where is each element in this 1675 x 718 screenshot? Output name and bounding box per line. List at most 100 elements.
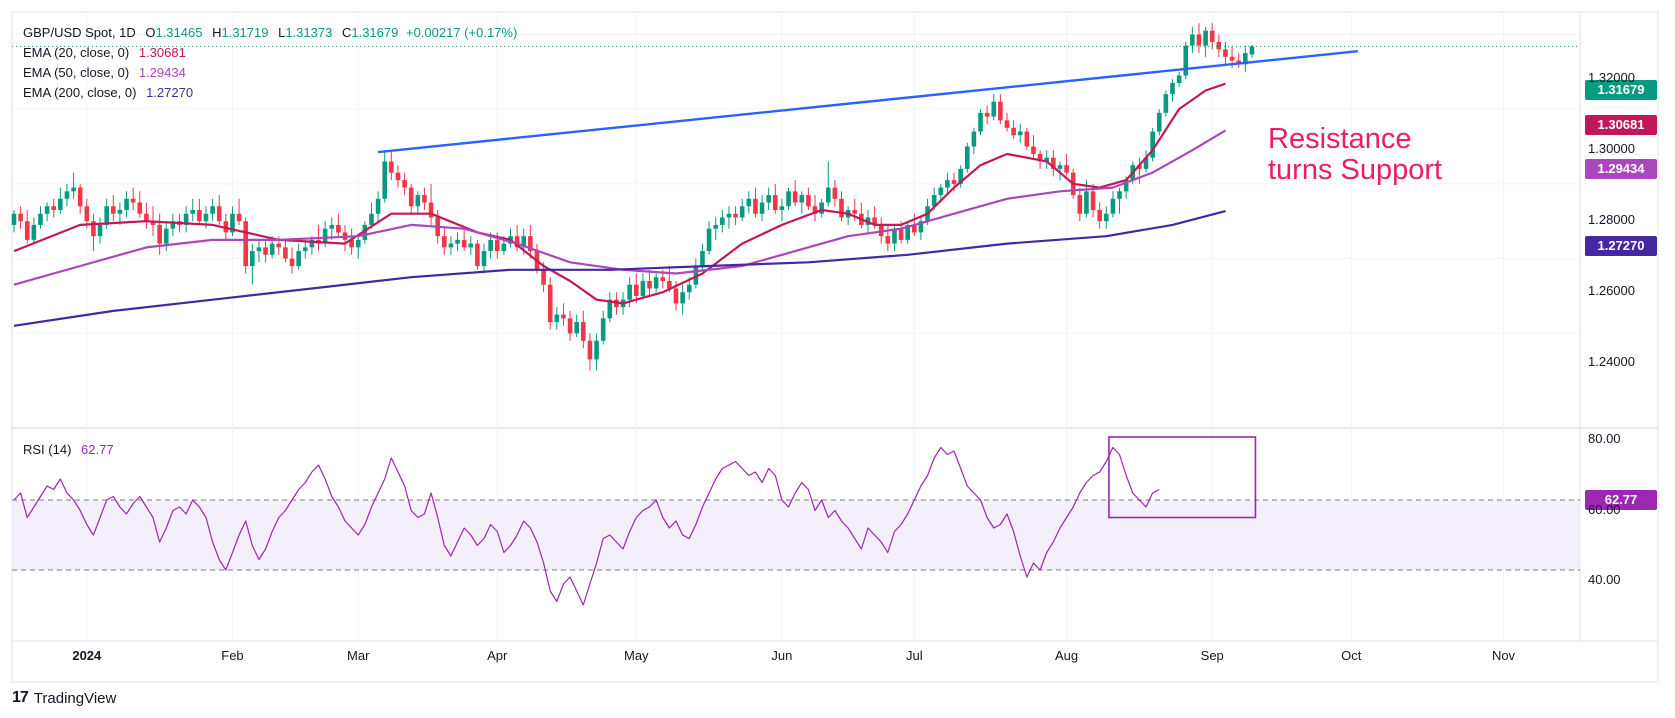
candle-body xyxy=(210,206,215,214)
candle-body xyxy=(713,224,719,229)
candle-body xyxy=(819,202,824,214)
candle-body xyxy=(1216,41,1222,50)
candle-body xyxy=(693,266,699,285)
x-label-aug: Aug xyxy=(1055,648,1079,663)
candle-body xyxy=(283,247,288,259)
candle-body xyxy=(945,180,950,188)
candle-body xyxy=(567,318,573,334)
candle-body xyxy=(183,213,189,225)
price-tick-label: 1.30000 xyxy=(1588,141,1635,156)
candle-body xyxy=(938,187,944,196)
ema20-legend[interactable]: EMA (20, close, 0) 1.30681 xyxy=(23,45,186,61)
candle-body xyxy=(1024,131,1030,147)
candle-body xyxy=(302,247,308,252)
x-label-feb: Feb xyxy=(221,648,244,663)
candle-body xyxy=(647,280,652,289)
candle-body xyxy=(1097,210,1102,222)
candle-body xyxy=(773,195,778,210)
ema200-legend[interactable]: EMA (200, close, 0) 1.27270 xyxy=(23,85,193,101)
candle-body xyxy=(501,243,507,252)
rsi-price-tag: 62.77 xyxy=(1585,490,1657,510)
candle-body xyxy=(912,224,917,233)
ema200-price-tag: 1.27270 xyxy=(1585,236,1657,256)
candle-body xyxy=(481,251,487,267)
candle-body xyxy=(581,322,586,341)
candle-body xyxy=(1017,131,1023,136)
ema50-label: EMA (50, close, 0) xyxy=(23,65,130,80)
price-tick-label: 1.32000 xyxy=(1588,70,1635,85)
x-label-jun: Jun xyxy=(771,648,793,663)
x-label-may: May xyxy=(623,648,649,663)
candle-body xyxy=(382,161,388,199)
candle-body xyxy=(1249,46,1255,55)
rsi-value: 62.77 xyxy=(81,442,114,457)
ema200-value: 1.27270 xyxy=(146,85,194,100)
candle-body xyxy=(1084,191,1089,214)
candle-body xyxy=(197,210,202,222)
candle-body xyxy=(991,101,997,117)
rsi-legend[interactable]: RSI (14) 62.77 xyxy=(23,442,114,458)
candle-body xyxy=(111,206,116,214)
candle-body xyxy=(355,239,361,248)
candle-body xyxy=(389,161,394,173)
ema20-value: 1.30681 xyxy=(138,45,186,60)
ema50-legend[interactable]: EMA (50, close, 0) 1.29434 xyxy=(23,65,186,81)
candle-body xyxy=(322,228,328,244)
candle-body xyxy=(1051,157,1056,169)
candle-body xyxy=(1064,165,1069,173)
rsi-polyline xyxy=(13,446,1160,606)
candle-body xyxy=(289,258,295,267)
candle-body xyxy=(759,202,765,214)
symbol-legend: GBP/USD Spot, 1D O1.31465 H1.31719 L1.31… xyxy=(23,25,517,41)
x-label-apr: Apr xyxy=(487,648,508,663)
candle-body xyxy=(746,198,752,207)
candle-body xyxy=(1004,120,1010,128)
candle-body xyxy=(276,243,282,248)
resistance-support-annotation: Resistance turns Support xyxy=(1268,124,1442,186)
candle-body xyxy=(150,221,156,225)
candle-body xyxy=(130,198,136,203)
ema50-value: 1.29434 xyxy=(138,65,186,80)
candle-body xyxy=(753,198,758,214)
candle-body xyxy=(574,322,579,334)
candles xyxy=(11,23,1580,371)
candle-body xyxy=(653,277,659,289)
x-label-sep: Sep xyxy=(1200,648,1224,663)
candle-body xyxy=(852,210,858,214)
x-label-oct: Oct xyxy=(1341,648,1362,663)
tradingview-brand[interactable]: 17 TradingView xyxy=(12,689,116,707)
candle-body xyxy=(779,206,785,210)
candle-body xyxy=(336,224,341,233)
tradingview-logo-icon: 17 xyxy=(12,689,29,706)
annotation-line-1: Resistance xyxy=(1268,123,1412,155)
candle-body xyxy=(825,187,831,203)
candle-body xyxy=(554,314,560,323)
candle-body xyxy=(1031,146,1036,154)
candle-body xyxy=(1163,94,1169,113)
candle-body xyxy=(442,236,447,248)
tradingview-name: TradingView xyxy=(33,689,117,707)
candle-body xyxy=(706,228,712,252)
candle-body xyxy=(64,191,70,199)
price-tick-label: 1.24000 xyxy=(1588,354,1635,369)
candle-body xyxy=(587,340,593,360)
candle-body xyxy=(1044,157,1050,162)
candle-body xyxy=(157,224,162,244)
price-tick-label: 1.28000 xyxy=(1588,212,1635,227)
ema200-label: EMA (200, close, 0) xyxy=(23,85,137,100)
trendline xyxy=(377,50,1358,154)
candle-body xyxy=(51,206,57,210)
candle-body xyxy=(547,284,553,323)
x-label-jul: Jul xyxy=(906,648,923,663)
candle-body xyxy=(1057,165,1063,169)
candle-body xyxy=(872,217,877,225)
candle-body xyxy=(1243,53,1248,65)
candle-body xyxy=(11,213,17,225)
ema-line xyxy=(13,210,1226,327)
candle-body xyxy=(998,101,1003,121)
candle-body xyxy=(494,239,500,252)
candle-body xyxy=(137,202,143,214)
candle-body xyxy=(77,187,83,207)
candle-body xyxy=(839,198,844,218)
